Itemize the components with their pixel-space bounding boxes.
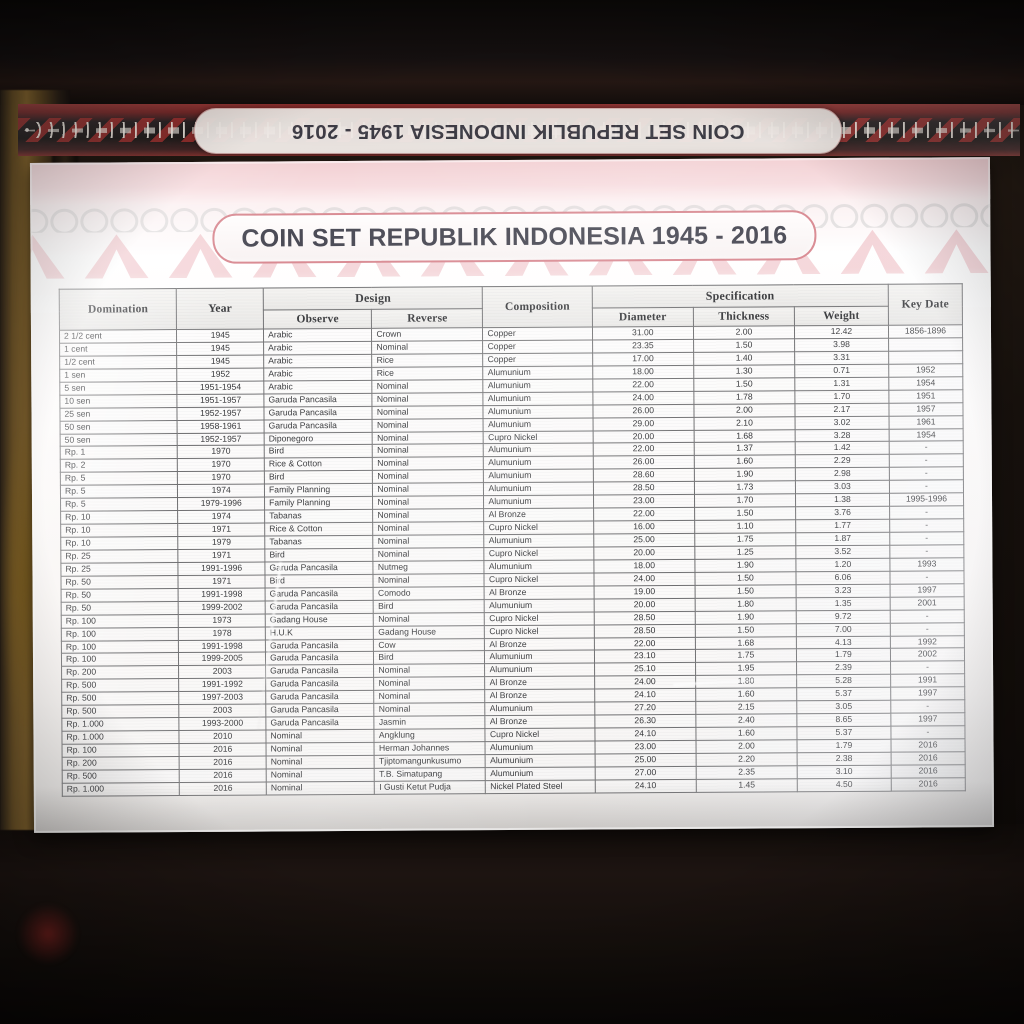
rotated-title-banner: COIN SET REPUBLIK INDONESIA 1945 - 2016 [194,108,842,154]
background-table-surface [0,824,1024,1024]
background-top-shelf [0,0,1024,105]
laminated-spec-card: COIN SET REPUBLIK INDONESIA 1945 - 2016 … [29,157,995,833]
card-laminate-edge [29,157,995,833]
rotated-title-text: COIN SET REPUBLIK INDONESIA 1945 - 2016 [194,108,842,154]
background-red-object [18,904,78,964]
